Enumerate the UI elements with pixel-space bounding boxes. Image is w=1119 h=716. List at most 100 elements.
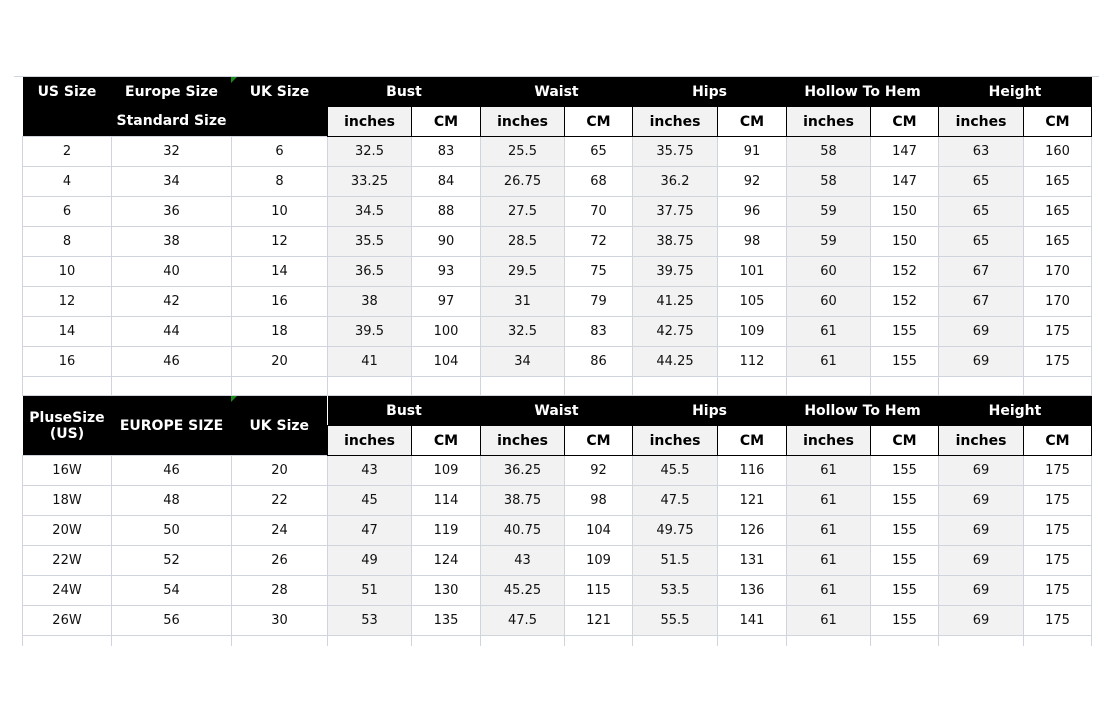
table-cell[interactable]: 42.75 [632, 316, 718, 347]
table-cell[interactable]: 155 [870, 515, 939, 546]
header-unit-inches[interactable]: inches [632, 425, 718, 456]
table-cell[interactable]: 59 [786, 196, 871, 227]
table-cell[interactable]: 61 [786, 455, 871, 486]
table-cell[interactable]: 61 [786, 605, 871, 636]
table-cell[interactable]: 91 [717, 136, 787, 167]
table-cell[interactable]: 155 [870, 455, 939, 486]
table-cell[interactable]: 136 [717, 575, 787, 606]
table-cell[interactable]: 2 [22, 136, 112, 167]
header-group[interactable]: Height [938, 395, 1092, 426]
table-cell[interactable]: 175 [1023, 545, 1092, 576]
table-cell[interactable]: 34.5 [327, 196, 412, 227]
header-unit-cm[interactable]: CM [564, 425, 633, 456]
table-cell[interactable]: 32.5 [480, 316, 565, 347]
table-cell[interactable]: 12 [22, 286, 112, 317]
table-cell[interactable]: 16 [231, 286, 328, 317]
table-cell[interactable] [938, 376, 1024, 396]
header-unit-cm[interactable]: CM [411, 425, 481, 456]
table-cell[interactable]: 53 [327, 605, 412, 636]
table-cell[interactable]: 65 [938, 226, 1024, 257]
table-cell[interactable]: 98 [717, 226, 787, 257]
table-cell[interactable]: 101 [717, 256, 787, 287]
table-cell[interactable]: 8 [22, 226, 112, 257]
table-cell[interactable]: 100 [411, 316, 481, 347]
table-cell[interactable]: 36.2 [632, 166, 718, 197]
table-cell[interactable]: 116 [717, 455, 787, 486]
table-cell[interactable]: 83 [411, 136, 481, 167]
table-cell[interactable]: 135 [411, 605, 481, 636]
table-cell[interactable]: 31 [480, 286, 565, 317]
table-cell[interactable]: 97 [411, 286, 481, 317]
table-cell[interactable]: 72 [564, 226, 633, 257]
table-cell[interactable]: 61 [786, 575, 871, 606]
table-cell[interactable]: 175 [1023, 455, 1092, 486]
table-cell[interactable]: 18 [231, 316, 328, 347]
table-cell[interactable]: 14 [22, 316, 112, 347]
table-cell[interactable]: 90 [411, 226, 481, 257]
table-cell[interactable]: 22 [231, 485, 328, 516]
table-cell[interactable]: 126 [717, 515, 787, 546]
table-cell[interactable]: 34 [480, 346, 565, 377]
table-cell[interactable]: 147 [870, 136, 939, 167]
table-cell[interactable]: 45 [327, 485, 412, 516]
table-cell[interactable]: 36.25 [480, 455, 565, 486]
table-cell[interactable]: 38 [111, 226, 232, 257]
table-cell[interactable]: 92 [717, 166, 787, 197]
table-cell[interactable] [411, 635, 481, 646]
table-cell[interactable]: 58 [786, 136, 871, 167]
table-cell[interactable]: 69 [938, 346, 1024, 377]
table-cell[interactable]: 109 [411, 455, 481, 486]
header-unit-cm[interactable]: CM [1023, 425, 1092, 456]
table-cell[interactable]: 115 [564, 575, 633, 606]
header-group[interactable]: Bust [327, 77, 481, 107]
table-cell[interactable]: 61 [786, 515, 871, 546]
table-cell[interactable]: 20 [231, 455, 328, 486]
table-cell[interactable]: 60 [786, 286, 871, 317]
header-us-size[interactable]: US Size [22, 77, 112, 107]
table-cell[interactable]: 155 [870, 316, 939, 347]
table-cell[interactable] [480, 635, 565, 646]
table-cell[interactable]: 59 [786, 226, 871, 257]
table-cell[interactable]: 6 [231, 136, 328, 167]
header-group[interactable]: Hips [632, 77, 787, 107]
table-cell[interactable] [411, 376, 481, 396]
table-cell[interactable]: 165 [1023, 196, 1092, 227]
table-cell[interactable] [938, 635, 1024, 646]
table-cell[interactable]: 44 [111, 316, 232, 347]
table-cell[interactable]: 119 [411, 515, 481, 546]
header-europe-size[interactable]: EUROPE SIZE [111, 395, 232, 456]
table-cell[interactable]: 33.25 [327, 166, 412, 197]
table-cell[interactable] [480, 376, 565, 396]
header-europe-standard[interactable]: Standard Size [111, 106, 232, 137]
table-cell[interactable]: 43 [480, 545, 565, 576]
table-cell[interactable]: 104 [564, 515, 633, 546]
table-cell[interactable]: 6 [22, 196, 112, 227]
table-cell[interactable]: 68 [564, 166, 633, 197]
table-cell[interactable]: 175 [1023, 346, 1092, 377]
table-cell[interactable]: 65 [938, 166, 1024, 197]
table-cell[interactable]: 61 [786, 485, 871, 516]
table-cell[interactable] [231, 376, 328, 396]
table-cell[interactable]: 150 [870, 196, 939, 227]
table-cell[interactable]: 121 [717, 485, 787, 516]
table-cell[interactable]: 40 [111, 256, 232, 287]
table-cell[interactable]: 170 [1023, 256, 1092, 287]
header-unit-cm[interactable]: CM [717, 106, 787, 137]
table-cell[interactable] [1023, 635, 1092, 646]
table-cell[interactable]: 155 [870, 605, 939, 636]
header-group[interactable]: Bust [327, 395, 481, 426]
table-cell[interactable]: 60 [786, 256, 871, 287]
table-cell[interactable]: 47.5 [632, 485, 718, 516]
table-cell[interactable]: 86 [564, 346, 633, 377]
table-cell[interactable]: 121 [564, 605, 633, 636]
header-group[interactable]: Hollow To Hem [786, 395, 939, 426]
table-cell[interactable]: 69 [938, 485, 1024, 516]
header-unit-cm[interactable]: CM [717, 425, 787, 456]
table-cell[interactable]: 12 [231, 226, 328, 257]
table-cell[interactable]: 88 [411, 196, 481, 227]
table-cell[interactable]: 131 [717, 545, 787, 576]
table-cell[interactable] [564, 376, 633, 396]
table-cell[interactable] [717, 376, 787, 396]
table-cell[interactable]: 43 [327, 455, 412, 486]
table-cell[interactable]: 56 [111, 605, 232, 636]
